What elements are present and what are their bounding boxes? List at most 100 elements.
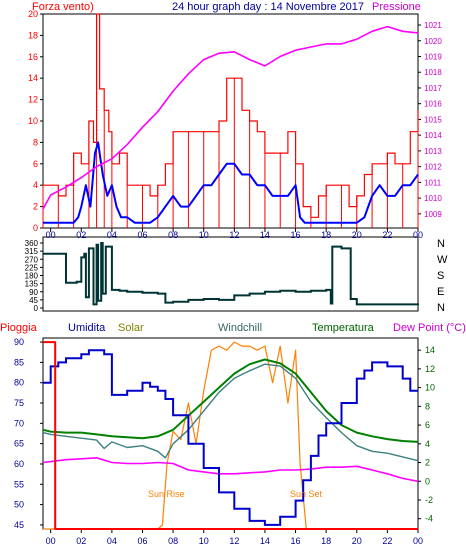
pressure-label: Pressione (372, 1, 421, 13)
humidity-series (43, 349, 418, 526)
left-axis-tick-label: 10 (28, 116, 38, 126)
temperature-axis-tick-label: 8 (425, 401, 430, 411)
left-axis-tick-label: 0 (33, 223, 38, 233)
direction-axis-tick-label: 225 (25, 263, 39, 272)
temperature-series (42, 358, 419, 443)
right-axis-tick-label: 1020 (424, 37, 442, 46)
x-axis-tick-label: 10 (199, 536, 209, 546)
sun-rise-annotation: Sun Rise (148, 489, 185, 499)
right-axis-tick-label: 1014 (424, 131, 442, 140)
x-axis-tick-label: 00 (46, 230, 56, 240)
x-axis-tick-label: 04 (107, 536, 117, 546)
compass-label: W (437, 254, 448, 266)
x-axis-tick-label: 12 (229, 230, 239, 240)
rain-label: Pioggia (0, 322, 38, 334)
direction-axis-tick-label: 0 (34, 304, 39, 313)
x-axis-tick-label: 06 (137, 536, 147, 546)
x-axis-tick-label: 22 (382, 230, 392, 240)
humidity-axis-tick-label: 70 (14, 418, 24, 428)
temperature-axis-tick-label: -4 (425, 514, 433, 524)
temperature-label: Temperatura (312, 322, 375, 334)
humidity-label: Umidita (68, 322, 106, 334)
temperature-axis-tick-label: 2 (425, 458, 430, 468)
right-axis-tick-label: 1009 (424, 210, 442, 219)
windchill-label: Windchill (218, 322, 262, 334)
direction-axis-tick-label: 180 (25, 272, 39, 281)
left-axis-tick-label: 8 (33, 137, 38, 147)
left-axis-tick-label: 12 (28, 95, 38, 105)
humidity-axis-tick-label: 65 (14, 439, 24, 449)
x-axis-tick-label: 14 (260, 230, 270, 240)
temperature-axis-tick-label: 6 (425, 420, 430, 430)
x-axis-tick-label: 22 (382, 536, 392, 546)
dewpoint-series (42, 456, 419, 483)
compass-label: S (437, 270, 444, 282)
compass-label: E (437, 286, 444, 298)
wind-pressure-chart: 0246810121416182010091010101110121013101… (28, 9, 442, 240)
direction-axis-tick-label: 270 (25, 255, 39, 264)
wind-average-series (43, 141, 419, 224)
humidity-axis-tick-label: 55 (14, 479, 24, 489)
x-axis-tick-label: 04 (107, 230, 117, 240)
chart-title: 24 hour graph day : 14 Novembre 2017 (172, 1, 364, 13)
temperature-humidity-chart: Pioggia Umidita Solar Windchill Temperatura D… (0, 322, 466, 546)
temperature-humidity-plot-frame (42, 337, 419, 530)
compass-label: N (437, 302, 445, 314)
left-axis-tick-label: 14 (28, 73, 38, 83)
humidity-axis-tick-label: 75 (14, 398, 24, 408)
rain-series (43, 341, 418, 530)
solar-label: Solar (118, 322, 144, 334)
right-axis-tick-label: 1018 (424, 68, 442, 77)
wind-strength-label: Forza vento) (32, 1, 94, 13)
wind-pressure-plot-frame (42, 13, 419, 229)
x-axis-tick-label: 20 (352, 536, 362, 546)
direction-axis-tick-label: 135 (25, 280, 39, 289)
right-axis-tick-label: 1011 (424, 178, 442, 187)
left-axis-tick-label: 16 (28, 52, 38, 62)
x-axis-tick-label: 06 (137, 230, 147, 240)
direction-axis-tick-label: 315 (25, 247, 39, 256)
left-axis-tick-label: 2 (33, 202, 38, 212)
sun-set-annotation: Sun Set (290, 489, 323, 499)
x-axis-tick-label: 14 (260, 536, 270, 546)
right-axis-tick-label: 1016 (424, 100, 442, 109)
x-axis-tick-label: 00 (413, 536, 423, 546)
right-axis-tick-label: 1017 (424, 84, 442, 93)
left-axis-tick-label: 6 (33, 159, 38, 169)
right-axis-tick-label: 1013 (424, 147, 442, 156)
x-axis-tick-label: 08 (168, 230, 178, 240)
temperature-axis-tick-label: -2 (425, 495, 433, 505)
humidity-axis-tick-label: 85 (14, 357, 24, 367)
x-axis-tick-label: 16 (291, 230, 301, 240)
direction-axis-tick-label: 360 (25, 239, 39, 248)
x-axis-tick-label: 08 (168, 536, 178, 546)
temperature-axis-tick-label: 10 (425, 383, 435, 393)
x-axis-tick-label: 12 (229, 536, 239, 546)
wind-direction-series (43, 242, 419, 306)
temperature-axis-tick-label: 12 (425, 364, 435, 374)
x-axis-tick-label: 00 (46, 536, 56, 546)
left-axis-tick-label: 4 (33, 180, 38, 190)
direction-axis-tick-label: 90 (29, 288, 38, 297)
x-axis-tick-label: 00 (413, 230, 423, 240)
x-axis-tick-label: 18 (321, 230, 331, 240)
right-axis-tick-label: 1010 (424, 194, 442, 203)
dewpoint-label: Dew Point (°C) (393, 322, 466, 334)
right-axis-tick-label: 1019 (424, 52, 442, 61)
humidity-axis-tick-label: 60 (14, 459, 24, 469)
humidity-axis-tick-label: 50 (14, 500, 24, 510)
direction-axis-tick-label: 45 (29, 296, 38, 305)
temperature-axis-tick-label: 0 (425, 476, 430, 486)
temperature-axis-tick-label: 4 (425, 439, 430, 449)
temperature-axis-tick-label: 14 (425, 345, 435, 355)
x-axis-tick-label: 02 (76, 230, 86, 240)
x-axis-tick-label: 16 (291, 536, 301, 546)
humidity-axis-tick-label: 45 (14, 520, 24, 530)
x-axis-tick-label: 20 (352, 230, 362, 240)
right-axis-tick-label: 1021 (424, 21, 442, 30)
humidity-axis-tick-label: 90 (14, 337, 24, 347)
solar-series (43, 341, 418, 530)
pressure-series (42, 25, 419, 210)
